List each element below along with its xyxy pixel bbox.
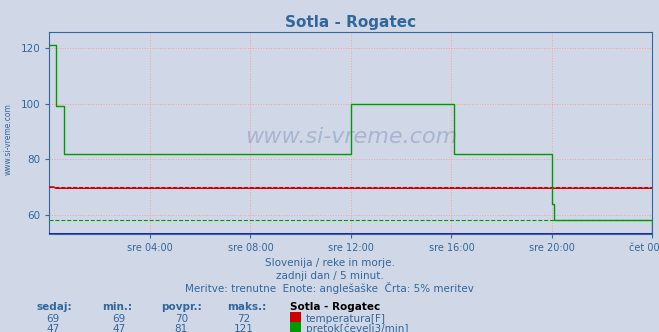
Text: temperatura[F]: temperatura[F]	[306, 314, 386, 324]
Text: 121: 121	[234, 324, 254, 332]
Text: povpr.:: povpr.:	[161, 302, 202, 312]
Text: 69: 69	[46, 314, 59, 324]
Text: Sotla - Rogatec: Sotla - Rogatec	[290, 302, 380, 312]
Text: 81: 81	[175, 324, 188, 332]
Text: Meritve: trenutne  Enote: anglešaške  Črta: 5% meritev: Meritve: trenutne Enote: anglešaške Črta…	[185, 282, 474, 294]
Text: maks.:: maks.:	[227, 302, 267, 312]
Text: zadnji dan / 5 minut.: zadnji dan / 5 minut.	[275, 271, 384, 281]
Text: 72: 72	[237, 314, 250, 324]
Text: min.:: min.:	[102, 302, 132, 312]
Text: 70: 70	[175, 314, 188, 324]
Text: 69: 69	[112, 314, 125, 324]
Text: pretok[čevelj3/min]: pretok[čevelj3/min]	[306, 323, 409, 332]
Text: www.si-vreme.com: www.si-vreme.com	[3, 104, 13, 175]
Text: 47: 47	[112, 324, 125, 332]
Text: sedaj:: sedaj:	[36, 302, 72, 312]
Text: Slovenija / reke in morje.: Slovenija / reke in morje.	[264, 258, 395, 268]
Title: Sotla - Rogatec: Sotla - Rogatec	[285, 15, 416, 30]
Text: www.si-vreme.com: www.si-vreme.com	[244, 127, 457, 147]
Text: 47: 47	[46, 324, 59, 332]
